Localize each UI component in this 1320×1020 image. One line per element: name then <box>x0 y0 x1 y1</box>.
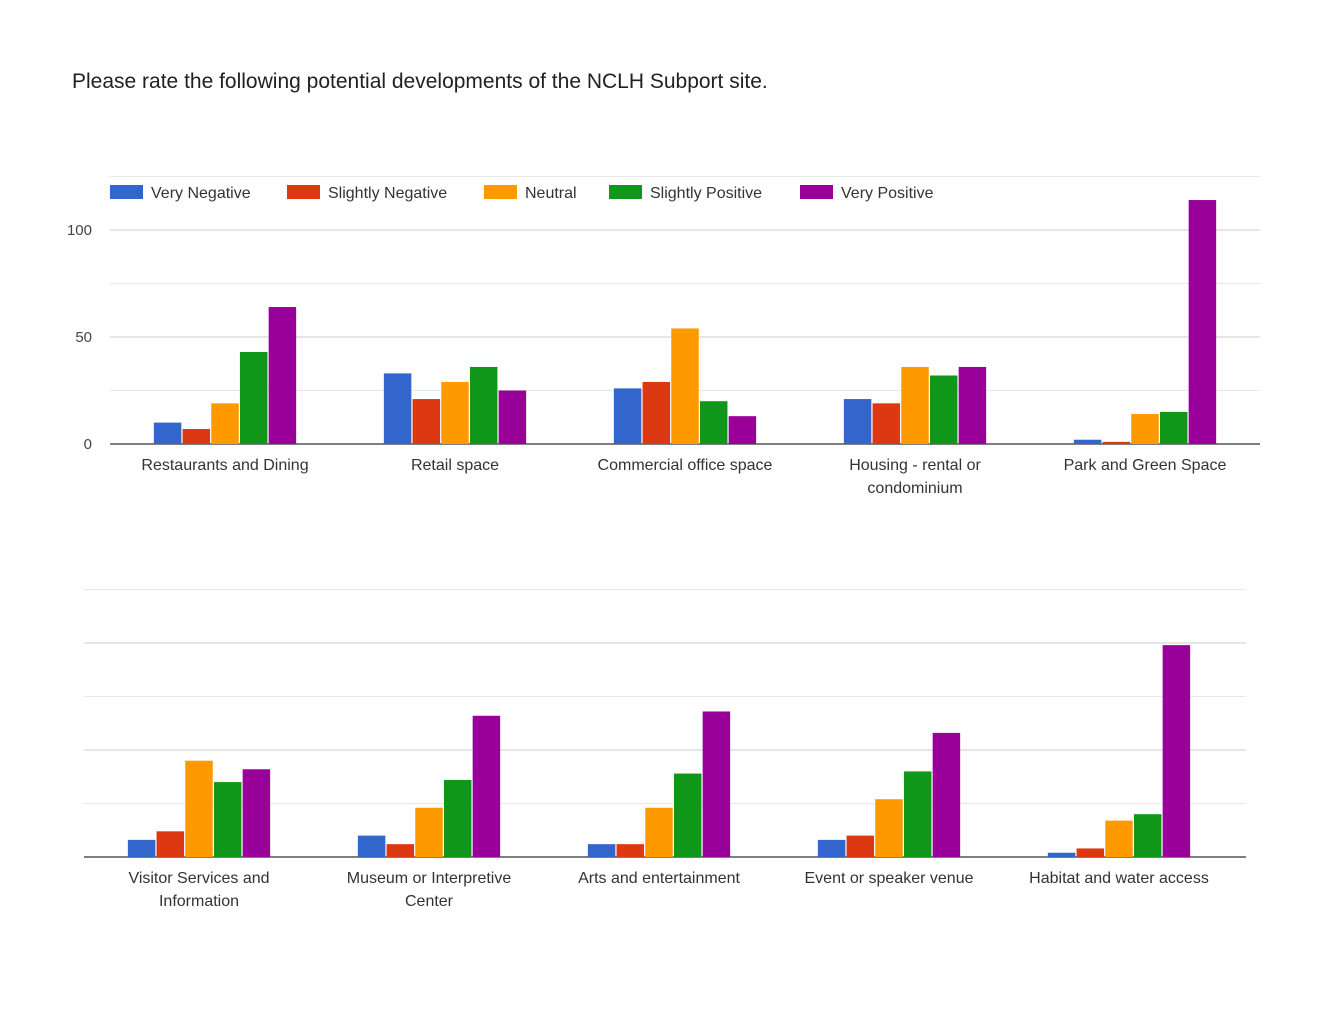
category-label: Visitor Services and Information <box>128 870 269 910</box>
bar-slightly-positive <box>1133 814 1162 857</box>
category-label-line: Park and Green Space <box>1064 457 1227 474</box>
bar-very-negative <box>357 835 386 857</box>
bar-slightly-negative <box>386 844 415 857</box>
bar-slightly-positive <box>443 779 472 857</box>
bar-very-negative <box>1073 439 1102 444</box>
category-label: Housing - rental or condominium <box>849 457 981 497</box>
category-label: Event or speaker venue <box>805 870 974 887</box>
bar-slightly-negative <box>872 403 901 444</box>
legend-swatch-slightly-positive <box>609 185 642 199</box>
bar-neutral <box>901 366 929 444</box>
category-label: Arts and entertainment <box>578 870 740 887</box>
legend-label-very-positive: Very Positive <box>841 185 934 202</box>
bar-neutral <box>185 760 213 857</box>
category-label: Restaurants and Dining <box>141 457 308 474</box>
legend-label-very-negative: Very Negative <box>151 185 251 202</box>
bar-slightly-positive <box>213 782 242 857</box>
bar-slightly-positive <box>699 401 728 444</box>
bar-very-negative <box>613 388 642 444</box>
bar-very-negative <box>843 399 872 444</box>
bar-neutral <box>1105 820 1133 857</box>
bar-slightly-positive <box>469 366 498 444</box>
bar-very-positive <box>472 715 501 857</box>
category-label: Habitat and water access <box>1029 870 1209 887</box>
bar-very-positive <box>958 366 987 444</box>
category-label-line: condominium <box>867 480 962 497</box>
y-tick-label: 100 <box>67 222 92 239</box>
legend-swatch-slightly-negative <box>287 185 320 199</box>
legend-label-neutral: Neutral <box>525 185 577 202</box>
category-label: Park and Green Space <box>1064 457 1227 474</box>
category-label-line: Visitor Services and <box>128 870 269 887</box>
bar-very-positive <box>268 307 297 444</box>
bar-slightly-positive <box>1159 411 1188 444</box>
bar-very-positive <box>1188 200 1217 444</box>
category-label-line: Housing - rental or <box>849 457 981 474</box>
category-label-line: Commercial office space <box>598 457 773 474</box>
legend-label-slightly-negative: Slightly Negative <box>328 185 447 202</box>
bar-neutral <box>671 328 699 444</box>
bar-slightly-negative <box>1102 441 1131 444</box>
bar-very-positive <box>242 769 271 857</box>
bar-very-negative <box>127 839 156 857</box>
bar-neutral <box>875 799 903 857</box>
bar-very-negative <box>817 839 846 857</box>
bar-slightly-negative <box>182 429 211 444</box>
legend-label-slightly-positive: Slightly Positive <box>650 185 762 202</box>
category-label-line: Museum or Interpretive <box>347 870 512 887</box>
category-label: Retail space <box>411 457 499 474</box>
legend-swatch-very-negative <box>110 185 143 199</box>
bar-slightly-positive <box>929 375 958 444</box>
bar-slightly-negative <box>412 399 441 444</box>
bar-slightly-positive <box>673 773 702 857</box>
bar-slightly-positive <box>239 351 268 444</box>
bar-very-negative <box>383 373 412 444</box>
bar-very-negative <box>1047 852 1076 857</box>
y-tick-label: 0 <box>84 436 92 453</box>
bar-slightly-negative <box>616 844 645 857</box>
y-tick-label: 50 <box>75 329 92 346</box>
category-label-line: Center <box>405 893 454 910</box>
category-label-line: Retail space <box>411 457 499 474</box>
bar-very-negative <box>153 422 182 444</box>
bar-slightly-negative <box>642 381 671 444</box>
bar-very-positive <box>498 390 527 444</box>
legend-swatch-very-positive <box>800 185 833 199</box>
bar-very-positive <box>728 416 757 444</box>
category-label-line: Arts and entertainment <box>578 870 740 887</box>
bar-slightly-negative <box>1076 848 1105 857</box>
bar-neutral <box>645 807 673 857</box>
bar-slightly-negative <box>846 835 875 857</box>
category-label: Museum or Interpretive Center <box>347 870 512 910</box>
bar-very-negative <box>587 844 616 857</box>
category-label-line: Restaurants and Dining <box>141 457 308 474</box>
page-title: Please rate the following potential deve… <box>72 70 768 93</box>
bar-neutral <box>1131 414 1159 444</box>
category-label-line: Event or speaker venue <box>805 870 974 887</box>
category-label: Commercial office space <box>598 457 773 474</box>
bar-neutral <box>415 807 443 857</box>
bar-very-positive <box>702 711 731 857</box>
category-label-line: Habitat and water access <box>1029 870 1209 887</box>
bar-very-positive <box>1162 645 1191 857</box>
bar-slightly-positive <box>903 771 932 857</box>
legend-swatch-neutral <box>484 185 517 199</box>
category-label-line: Information <box>159 893 239 910</box>
bar-very-positive <box>932 732 961 857</box>
bar-neutral <box>441 381 469 444</box>
bar-neutral <box>211 403 239 444</box>
bar-slightly-negative <box>156 831 185 857</box>
